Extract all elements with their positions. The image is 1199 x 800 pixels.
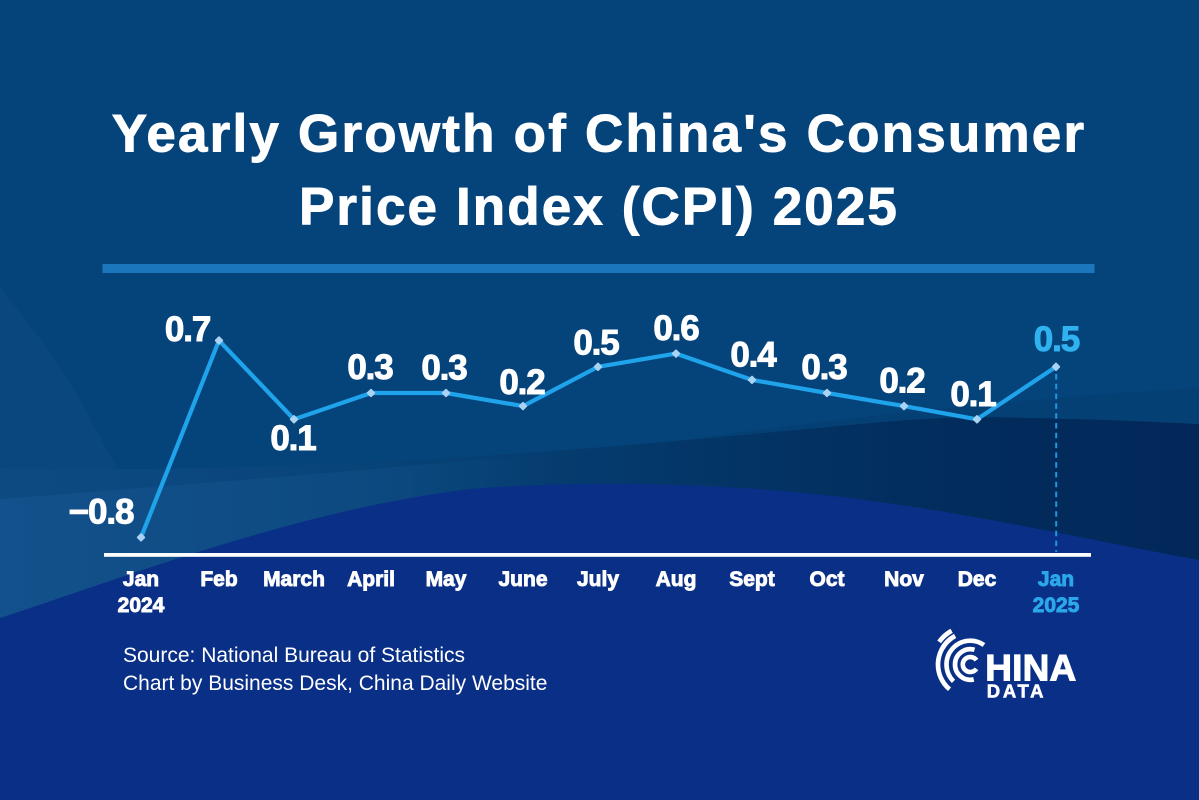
- svg-text:March: March: [263, 568, 325, 591]
- svg-text:Oct: Oct: [809, 568, 844, 591]
- svg-text:0.3: 0.3: [347, 348, 393, 387]
- svg-text:Jan: Jan: [123, 568, 159, 591]
- svg-text:Nov: Nov: [884, 568, 924, 591]
- svg-text:0.7: 0.7: [165, 310, 210, 349]
- svg-text:June: June: [498, 568, 547, 591]
- svg-text:Feb: Feb: [200, 568, 237, 591]
- svg-text:2024: 2024: [118, 594, 165, 617]
- svg-text:0.5: 0.5: [573, 323, 619, 362]
- svg-text:0.3: 0.3: [801, 348, 847, 387]
- svg-text:0.6: 0.6: [653, 309, 699, 348]
- svg-text:0.2: 0.2: [879, 362, 925, 401]
- svg-text:DATA: DATA: [987, 680, 1046, 701]
- svg-text:−0.8: −0.8: [69, 493, 134, 532]
- svg-text:2025: 2025: [1033, 594, 1080, 617]
- svg-text:0.3: 0.3: [421, 349, 467, 388]
- svg-text:0.1: 0.1: [270, 419, 316, 458]
- svg-text:April: April: [347, 568, 395, 591]
- svg-text:Yearly Growth of China's Consu: Yearly Growth of China's Consumer: [112, 104, 1087, 163]
- svg-text:May: May: [426, 568, 467, 591]
- svg-text:0.4: 0.4: [730, 335, 777, 374]
- svg-text:Aug: Aug: [656, 568, 697, 591]
- svg-text:0.2: 0.2: [499, 363, 545, 402]
- svg-text:Dec: Dec: [958, 568, 997, 591]
- svg-text:HINA: HINA: [985, 647, 1076, 688]
- svg-text:Sept: Sept: [729, 568, 775, 591]
- svg-text:July: July: [577, 568, 619, 591]
- svg-text:0.1: 0.1: [950, 375, 996, 414]
- svg-text:Price Index (CPI) 2025: Price Index (CPI) 2025: [299, 178, 899, 237]
- svg-text:Chart by Business Desk, China: Chart by Business Desk, China Daily Webs…: [123, 672, 547, 695]
- svg-text:Jan: Jan: [1038, 568, 1074, 591]
- svg-text:0.5: 0.5: [1034, 320, 1080, 359]
- svg-text:Source: National Bureau of Sta: Source: National Bureau of Statistics: [123, 644, 465, 667]
